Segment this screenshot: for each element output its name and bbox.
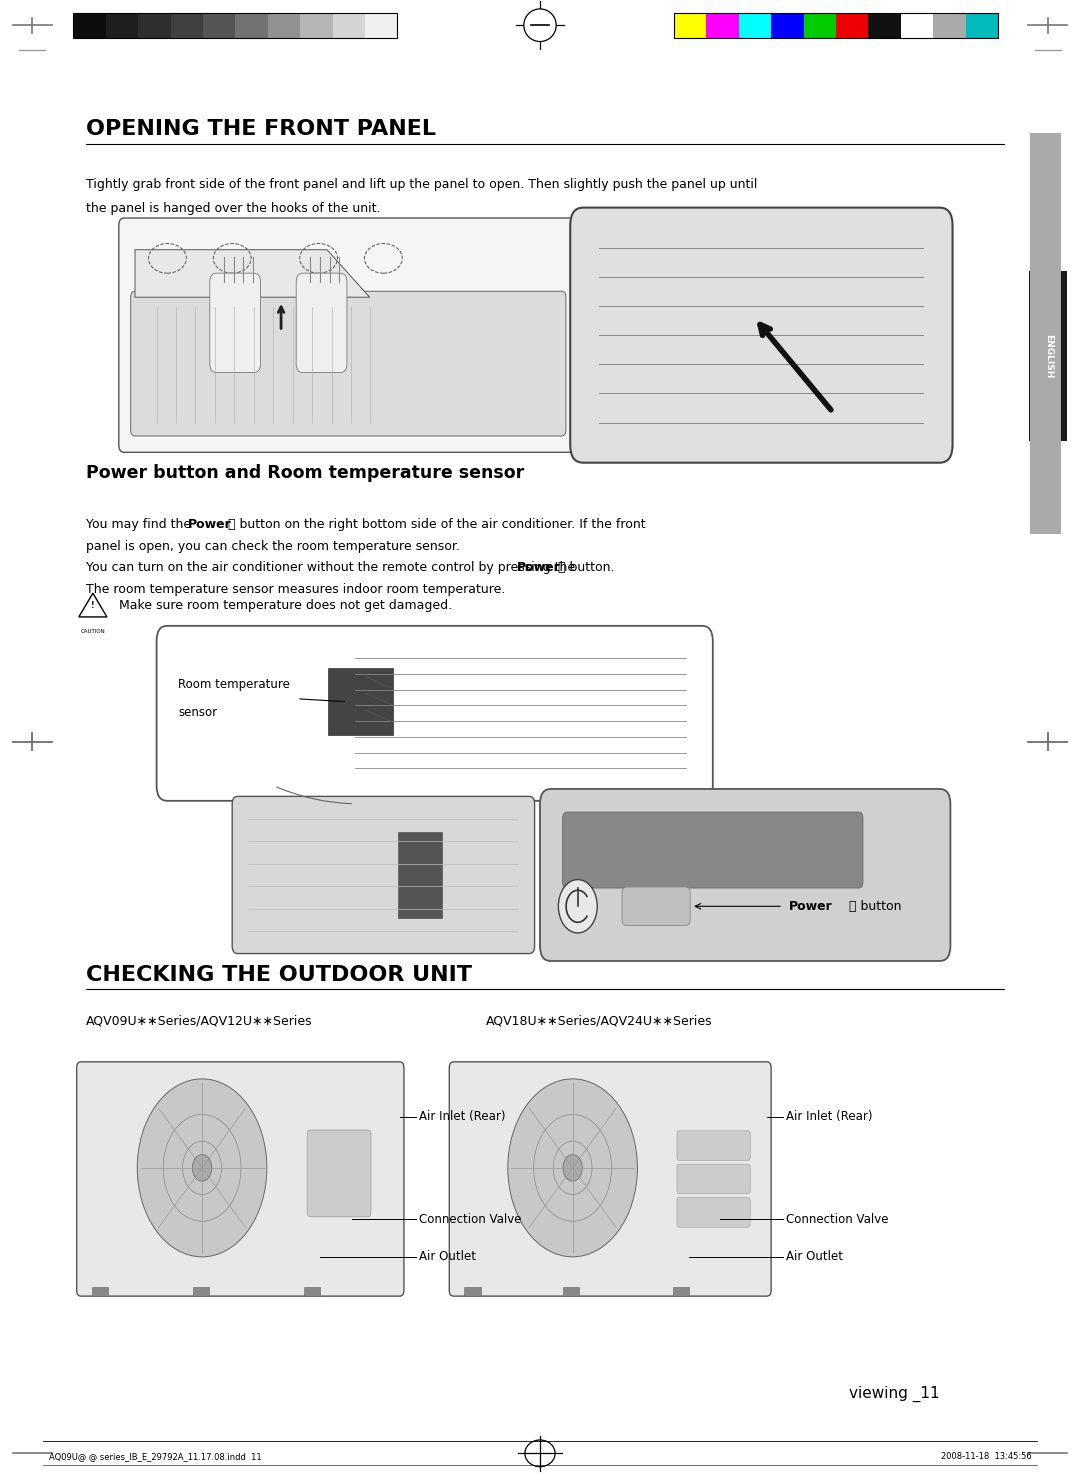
FancyBboxPatch shape: [677, 1130, 751, 1160]
Text: OPENING THE FRONT PANEL: OPENING THE FRONT PANEL: [86, 120, 436, 139]
FancyBboxPatch shape: [77, 1062, 404, 1296]
Text: Air Outlet: Air Outlet: [419, 1250, 476, 1264]
Text: Power: Power: [188, 518, 231, 531]
Circle shape: [192, 1154, 212, 1180]
Text: Tightly grab front side of the front panel and lift up the panel to open. Then s: Tightly grab front side of the front pan…: [86, 178, 758, 191]
FancyBboxPatch shape: [119, 218, 578, 452]
Bar: [138, 12, 171, 37]
FancyBboxPatch shape: [210, 273, 260, 372]
Text: Room temperature: Room temperature: [178, 678, 291, 691]
Text: You can turn on the air conditioner without the remote control by pressing the: You can turn on the air conditioner with…: [86, 561, 580, 574]
Bar: [901, 12, 933, 37]
FancyBboxPatch shape: [563, 813, 863, 888]
Text: AQV09U∗∗Series/AQV12U∗∗Series: AQV09U∗∗Series/AQV12U∗∗Series: [86, 1014, 313, 1028]
FancyBboxPatch shape: [296, 273, 347, 372]
Bar: [1030, 133, 1061, 534]
Text: Power: Power: [788, 900, 833, 914]
Bar: [300, 12, 333, 37]
Bar: [92, 1287, 108, 1296]
Bar: [564, 1287, 579, 1296]
Bar: [804, 12, 836, 37]
FancyBboxPatch shape: [449, 1062, 771, 1296]
FancyBboxPatch shape: [540, 789, 950, 961]
Bar: [305, 1287, 320, 1296]
Text: AQ09U@ @ series_IB_E_29792A_11.17.08.indd  11: AQ09U@ @ series_IB_E_29792A_11.17.08.ind…: [49, 1452, 261, 1461]
Text: Connection Valve: Connection Valve: [786, 1213, 889, 1225]
Text: sensor: sensor: [178, 706, 217, 719]
FancyBboxPatch shape: [677, 1198, 751, 1228]
Text: The room temperature sensor measures indoor room temperature.: The room temperature sensor measures ind…: [86, 583, 505, 596]
Bar: [739, 12, 771, 37]
Text: Connection Valve: Connection Valve: [419, 1213, 522, 1225]
FancyBboxPatch shape: [157, 626, 713, 801]
Text: ⏻ button.: ⏻ button.: [554, 561, 615, 574]
Bar: [1029, 270, 1067, 440]
Circle shape: [508, 1080, 637, 1256]
Bar: [106, 12, 138, 37]
Bar: [674, 12, 998, 37]
Text: You may find the: You may find the: [86, 518, 195, 531]
Bar: [73, 12, 397, 37]
Text: Air Inlet (Rear): Air Inlet (Rear): [786, 1111, 873, 1123]
Bar: [464, 1287, 481, 1296]
Text: Air Outlet: Air Outlet: [786, 1250, 843, 1264]
Text: ⏻ button on the right bottom side of the air conditioner. If the front: ⏻ button on the right bottom side of the…: [225, 518, 646, 531]
Bar: [73, 12, 106, 37]
FancyBboxPatch shape: [232, 796, 535, 954]
FancyBboxPatch shape: [131, 291, 566, 436]
Text: the panel is hanged over the hooks of the unit.: the panel is hanged over the hooks of th…: [86, 202, 381, 215]
Bar: [203, 12, 235, 37]
Text: ⏻ button: ⏻ button: [845, 900, 901, 914]
Bar: [836, 12, 868, 37]
Bar: [365, 12, 397, 37]
Text: CAUTION: CAUTION: [81, 629, 105, 633]
FancyBboxPatch shape: [307, 1130, 372, 1216]
FancyBboxPatch shape: [677, 1164, 751, 1194]
Text: ENGLISH: ENGLISH: [1043, 334, 1053, 378]
FancyBboxPatch shape: [570, 208, 953, 463]
Bar: [933, 12, 966, 37]
Text: Power button and Room temperature sensor: Power button and Room temperature sensor: [86, 464, 525, 482]
Text: Air Inlet (Rear): Air Inlet (Rear): [419, 1111, 505, 1123]
Text: viewing _11: viewing _11: [849, 1387, 940, 1401]
Bar: [966, 12, 998, 37]
Text: panel is open, you can check the room temperature sensor.: panel is open, you can check the room te…: [86, 540, 460, 553]
Bar: [706, 12, 739, 37]
Text: !: !: [91, 601, 95, 610]
Polygon shape: [135, 249, 369, 297]
Text: 2008-11-18  13:45:56: 2008-11-18 13:45:56: [941, 1452, 1031, 1461]
Text: Make sure room temperature does not get damaged.: Make sure room temperature does not get …: [119, 599, 451, 611]
Ellipse shape: [524, 9, 556, 42]
Circle shape: [558, 879, 597, 933]
Bar: [235, 12, 268, 37]
Bar: [192, 1287, 208, 1296]
Text: CHECKING THE OUTDOOR UNIT: CHECKING THE OUTDOOR UNIT: [86, 965, 472, 985]
Bar: [771, 12, 804, 37]
Text: AQV18U∗∗Series/AQV24U∗∗Series: AQV18U∗∗Series/AQV24U∗∗Series: [486, 1014, 713, 1028]
Bar: [268, 12, 300, 37]
Bar: [673, 1287, 689, 1296]
Ellipse shape: [525, 1440, 555, 1467]
Circle shape: [137, 1080, 267, 1256]
Circle shape: [563, 1154, 582, 1180]
Bar: [328, 669, 393, 736]
Bar: [399, 832, 442, 918]
Bar: [333, 12, 365, 37]
Bar: [868, 12, 901, 37]
Bar: [171, 12, 203, 37]
Text: Power: Power: [517, 561, 561, 574]
FancyBboxPatch shape: [622, 887, 690, 925]
Bar: [674, 12, 706, 37]
